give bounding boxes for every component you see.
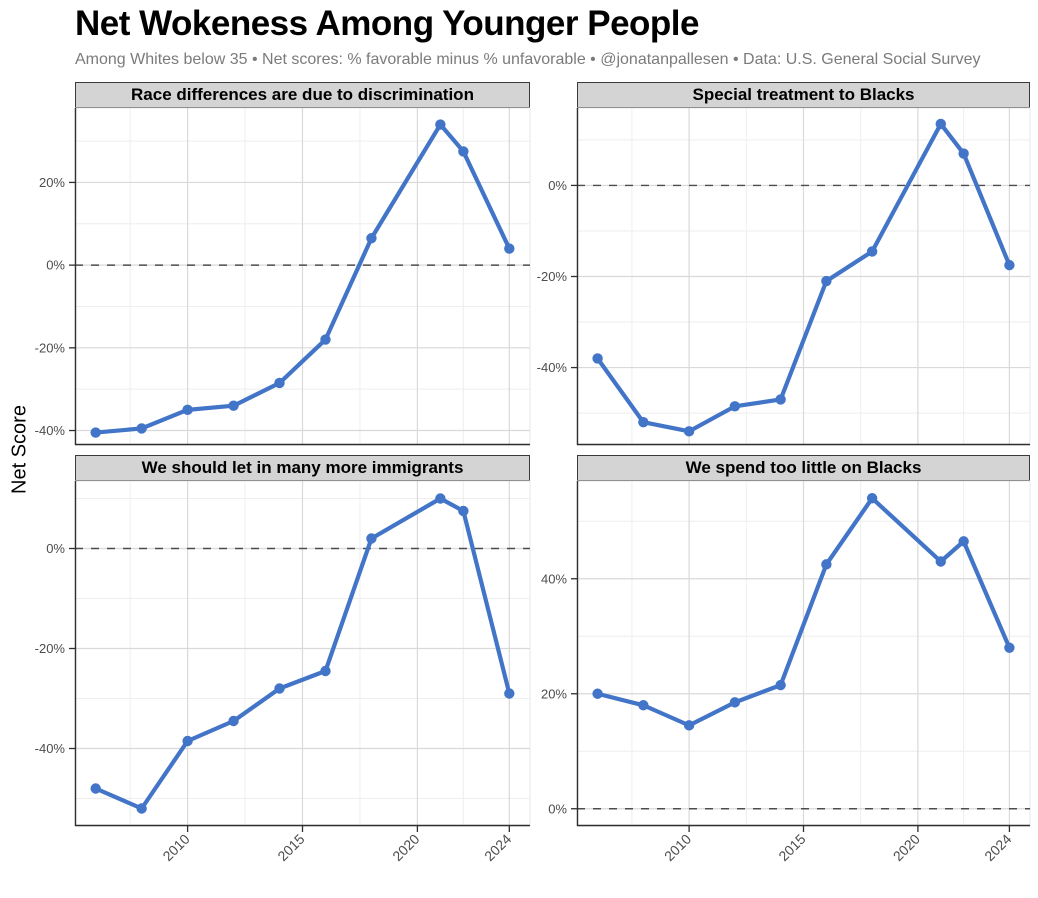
facet-title: We spend too little on Blacks [685, 458, 922, 477]
line-plot: 0% -20% -40% [537, 107, 1031, 446]
line-plot: 40% 20% 0% 2010 2015 2020 2024 [541, 480, 1031, 864]
data-point [683, 720, 695, 731]
y-tick-label: 0% [548, 178, 567, 193]
x-tick-label: 2020 [389, 831, 422, 864]
facet-panel-spend-too-little: We spend too little on Blacks 40% 20% 0% 20… [541, 455, 1031, 864]
data-point [638, 417, 649, 428]
y-tick-label: 0% [46, 541, 65, 556]
line-plot: 0% -20% -40% 2010 2015 2020 2024 [35, 480, 531, 864]
data-point [729, 401, 741, 412]
facet-panel-race-discrimination: Race differences are due to discriminati… [35, 82, 531, 446]
x-tick-label: 2010 [159, 831, 192, 864]
data-point [458, 146, 469, 157]
y-tick-label: -20% [537, 269, 568, 284]
y-tick-label: 20% [541, 686, 567, 701]
x-tick-label: 2015 [775, 831, 808, 864]
chart-title: Net Wokeness Among Younger People [75, 4, 700, 43]
facet-panel-special-treatment: Special treatment to Blacks 0% -20% -40% [537, 82, 1031, 446]
y-tick-label: 0% [46, 258, 65, 273]
data-point [458, 505, 469, 517]
data-point [1004, 642, 1015, 653]
y-tick-label: 40% [541, 571, 567, 586]
data-point [821, 559, 832, 570]
chart-subtitle: Among Whites below 35 • Net scores: % fa… [75, 51, 981, 68]
facet-strip: We spend too little on Blacks [577, 455, 1030, 481]
data-point [228, 400, 239, 411]
data-point [592, 353, 603, 364]
data-point [435, 493, 446, 504]
data-line [93, 496, 512, 811]
y-tick-label: 0% [548, 801, 567, 816]
data-point [182, 735, 193, 747]
data-line [595, 496, 1012, 728]
data-point [136, 423, 147, 434]
facet-title: We should let in many more immigrants [141, 458, 464, 477]
x-tick-label: 2024 [481, 831, 514, 864]
y-tick-label: -20% [35, 340, 66, 355]
facet-strip: We should let in many more immigrants [75, 455, 530, 481]
x-tick-label: 2015 [274, 831, 307, 864]
x-tick-label: 2024 [981, 831, 1014, 864]
data-point [504, 688, 515, 699]
data-point [935, 118, 946, 130]
data-point [592, 688, 603, 699]
data-point [90, 783, 101, 794]
data-point [320, 665, 331, 677]
data-line [93, 122, 512, 435]
x-tick-label: 2010 [661, 831, 694, 864]
y-tick-label: 20% [39, 175, 65, 190]
data-point [136, 803, 147, 814]
facet-strip: Race differences are due to discriminati… [75, 82, 530, 108]
data-point [1004, 259, 1015, 271]
data-point [638, 700, 649, 711]
data-point [866, 493, 878, 504]
x-tick-label: 2020 [890, 831, 923, 864]
facet-strip: Special treatment to Blacks [577, 82, 1030, 108]
data-point [228, 715, 239, 727]
y-tick-label: -40% [35, 423, 66, 438]
data-point [435, 119, 446, 130]
y-tick-label: -40% [537, 360, 568, 375]
data-point [274, 377, 285, 389]
data-point [775, 679, 786, 691]
data-point [866, 246, 878, 257]
data-point [320, 334, 331, 345]
facet-title: Race differences are due to discriminati… [131, 85, 474, 104]
data-point [958, 148, 969, 159]
data-point [729, 697, 741, 708]
data-line [595, 121, 1012, 434]
data-point [821, 275, 832, 287]
facet-title: Special treatment to Blacks [692, 85, 915, 104]
data-point [274, 683, 285, 694]
data-point [935, 556, 946, 567]
data-point [90, 427, 101, 438]
line-plot: 20% 0% -20% -40% [35, 107, 531, 446]
data-point [958, 536, 969, 547]
facet-panel-immigrants: We should let in many more immigrants 0%… [35, 455, 531, 864]
y-tick-label: -20% [35, 641, 66, 656]
data-point [366, 533, 377, 544]
y-axis-label: Net Score [8, 405, 31, 494]
data-point [775, 394, 786, 405]
y-tick-label: -40% [35, 741, 66, 756]
data-point [504, 243, 515, 254]
data-point [182, 404, 193, 416]
data-point [366, 233, 377, 244]
data-point [683, 426, 695, 437]
